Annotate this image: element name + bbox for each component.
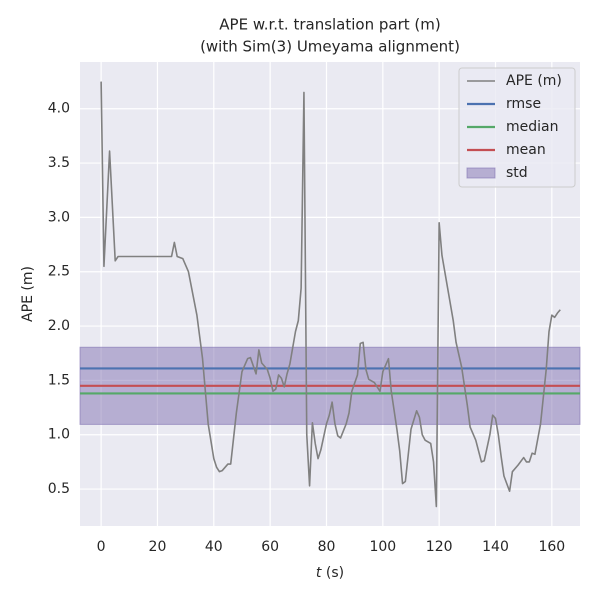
x-axis-unit: (s) <box>326 565 344 581</box>
chart-subtitle: (with Sim(3) Umeyama alignment) <box>200 38 460 56</box>
x-tick-label: 80 <box>318 539 336 555</box>
x-axis-label: t (s) <box>316 565 344 581</box>
data-line <box>100 81 561 508</box>
x-tick-label: 20 <box>149 539 167 555</box>
legend-label: mean <box>506 142 546 158</box>
x-tick-label: 140 <box>482 539 509 555</box>
y-axis-label: APE (m) <box>20 266 36 322</box>
y-tick-label: 1.0 <box>48 427 70 443</box>
legend: APE (m) rmse median mean std <box>458 67 576 188</box>
x-tick-label: 60 <box>261 539 279 555</box>
legend-label: APE (m) <box>506 73 562 89</box>
y-tick-label: 0.5 <box>48 481 70 497</box>
y-tick-label: 2.5 <box>48 264 70 280</box>
legend-label: std <box>506 165 528 181</box>
legend-label: rmse <box>506 96 541 112</box>
legend-box <box>458 67 576 188</box>
x-tick-label: 40 <box>205 539 223 555</box>
marks <box>79 81 581 508</box>
y-tick-label: 1.5 <box>48 372 70 388</box>
y-tick-label: 2.0 <box>48 318 70 334</box>
y-tick-label: 3.5 <box>48 155 70 171</box>
x-tick-label: 100 <box>369 539 396 555</box>
x-tick-label: 0 <box>97 539 106 555</box>
y-tick-label: 4.0 <box>48 101 70 117</box>
legend-label: median <box>506 119 558 135</box>
x-axis-symbol: t <box>316 565 322 581</box>
chart-title: APE w.r.t. translation part (m) <box>219 16 440 34</box>
y-tick-label: 3.0 <box>48 209 70 225</box>
x-tick-label: 120 <box>426 539 453 555</box>
x-tick-label: 160 <box>538 539 565 555</box>
legend-swatch <box>466 167 496 179</box>
